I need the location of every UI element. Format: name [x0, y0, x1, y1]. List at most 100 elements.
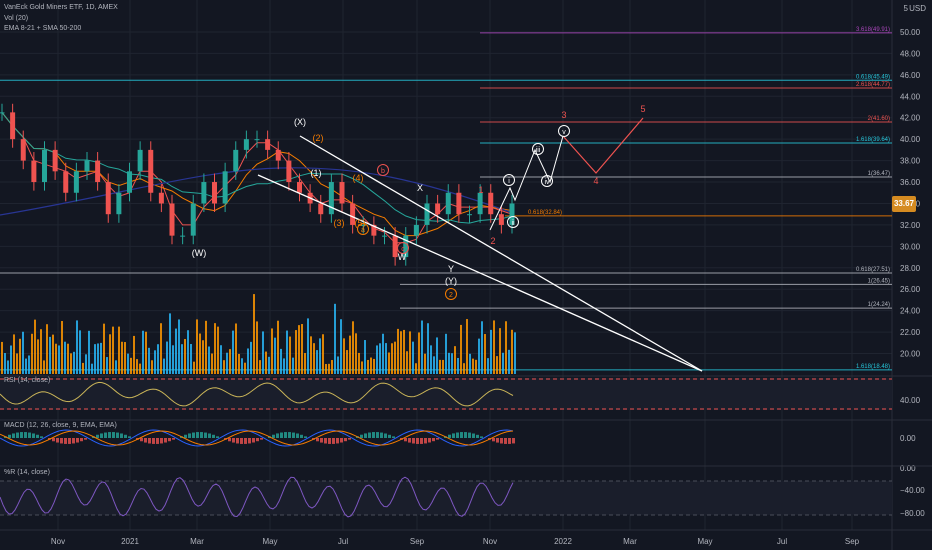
macd-hist	[240, 438, 243, 444]
macd-hist	[476, 434, 479, 438]
candle-body	[254, 139, 260, 141]
macd-hist	[172, 438, 175, 440]
price-tick-label: 26.00	[900, 285, 921, 294]
macd-hist	[340, 438, 343, 443]
macd-hist	[344, 438, 347, 442]
candle-body	[243, 139, 249, 150]
macd-hist	[64, 438, 67, 444]
wave-circle	[445, 288, 457, 300]
time-axis[interactable]: Nov 2021 Mar May Jul Sep Nov 2022 Mar May Jul Sep	[51, 537, 860, 546]
candle-body	[137, 149, 143, 172]
volume-bar	[469, 353, 471, 374]
volume-bar	[115, 360, 117, 374]
wave-label: 3	[561, 110, 566, 120]
rsi-tick: 40.00	[900, 396, 921, 405]
volume-bar	[349, 335, 351, 374]
macd-hist	[228, 438, 231, 442]
time-tick-label: Jul	[338, 537, 348, 546]
wr-label[interactable]: %R (14, close)	[4, 469, 50, 476]
volume-bar	[97, 343, 99, 374]
volume-bar	[214, 323, 216, 374]
macd-hist	[148, 438, 151, 444]
macd-hist	[416, 438, 419, 444]
macd-hist	[76, 438, 79, 443]
candle-body	[328, 182, 334, 215]
volume-bar	[409, 331, 411, 374]
volume-bar	[232, 330, 234, 374]
candle-body	[382, 235, 387, 237]
volume-bar	[61, 321, 63, 374]
volume-bar	[355, 333, 357, 374]
wave-label: (3)	[334, 218, 345, 228]
price-axis[interactable]: 50.00 48.00 46.00 44.00 42.00 40.00 38.00 36.00…	[900, 28, 921, 359]
signal-line	[0, 430, 514, 446]
macd-hist	[212, 434, 215, 438]
price-tick-label: 50.00	[900, 28, 921, 37]
volume-bar	[22, 331, 24, 374]
candle-body	[488, 192, 494, 215]
volume-bar	[286, 330, 288, 374]
scale-number: 5	[903, 4, 908, 13]
volume-bar	[361, 361, 363, 374]
macd-hist	[360, 434, 363, 438]
wave-label: iv	[544, 179, 550, 186]
volume-bar	[85, 354, 87, 374]
macd-hist	[380, 432, 383, 438]
drawings[interactable]	[257, 117, 703, 372]
volume-bar	[397, 328, 399, 374]
volume-bar	[379, 343, 381, 374]
volume-bar	[385, 343, 387, 374]
price-tick-label: 48.00	[900, 49, 921, 58]
macd-hist	[492, 438, 495, 442]
macd-hist	[248, 438, 251, 444]
volume-bar	[259, 360, 261, 374]
wr-tick: −80.00	[900, 509, 925, 518]
sma-200-line	[0, 167, 511, 216]
candle-body	[403, 235, 409, 258]
wave-label: v	[562, 129, 566, 136]
macd-hist	[152, 438, 155, 444]
symbol-title[interactable]: VanEck Gold Miners ETF, 1D, AMEX	[4, 4, 118, 11]
candle-body	[190, 203, 196, 236]
volume-bar	[421, 320, 423, 374]
volume-bar	[124, 342, 126, 374]
fib-label: 2.618(44.77)	[856, 82, 890, 88]
volume-bar	[148, 347, 150, 374]
macd-hist	[96, 434, 99, 438]
macd-hist	[196, 432, 199, 438]
volume-bar	[1, 341, 3, 374]
volume-label[interactable]: Vol (20)	[4, 15, 29, 22]
price-tick-label: 30.00	[900, 242, 921, 251]
wave-label: ii	[511, 220, 515, 227]
volume-bar	[205, 320, 207, 374]
macd-hist	[372, 432, 375, 438]
macd-hist	[140, 438, 143, 442]
volume-bar	[475, 359, 477, 374]
macd-hist	[72, 438, 75, 444]
macd-hist	[328, 438, 331, 444]
candle-body	[52, 149, 58, 172]
volume-bar	[451, 353, 453, 374]
volume-bar	[325, 363, 327, 374]
volume-bar	[73, 351, 75, 374]
volume-bar	[322, 334, 324, 374]
wave-circle	[397, 242, 409, 254]
volume-bar	[139, 363, 141, 374]
macd-hist	[56, 438, 59, 443]
macd-hist	[364, 433, 367, 438]
wave-label: c	[401, 246, 405, 253]
wave-label: i	[508, 178, 510, 185]
rsi-label[interactable]: RSI (14, close)	[4, 377, 51, 384]
macd-label[interactable]: MACD (12, 26, close, 9, EMA, EMA)	[4, 422, 117, 429]
volume-bar	[16, 353, 18, 374]
price-tick-label: 24.00	[900, 307, 921, 316]
candle-body	[42, 149, 47, 183]
volume-bar	[454, 346, 456, 374]
macd-hist	[104, 432, 107, 438]
volume-bar	[331, 360, 333, 374]
volume-bar	[196, 319, 198, 374]
ma-label[interactable]: EMA 8-21 + SMA 50-200	[4, 25, 82, 32]
price-tick-label: 38.00	[900, 157, 921, 166]
candle-body	[275, 149, 281, 161]
